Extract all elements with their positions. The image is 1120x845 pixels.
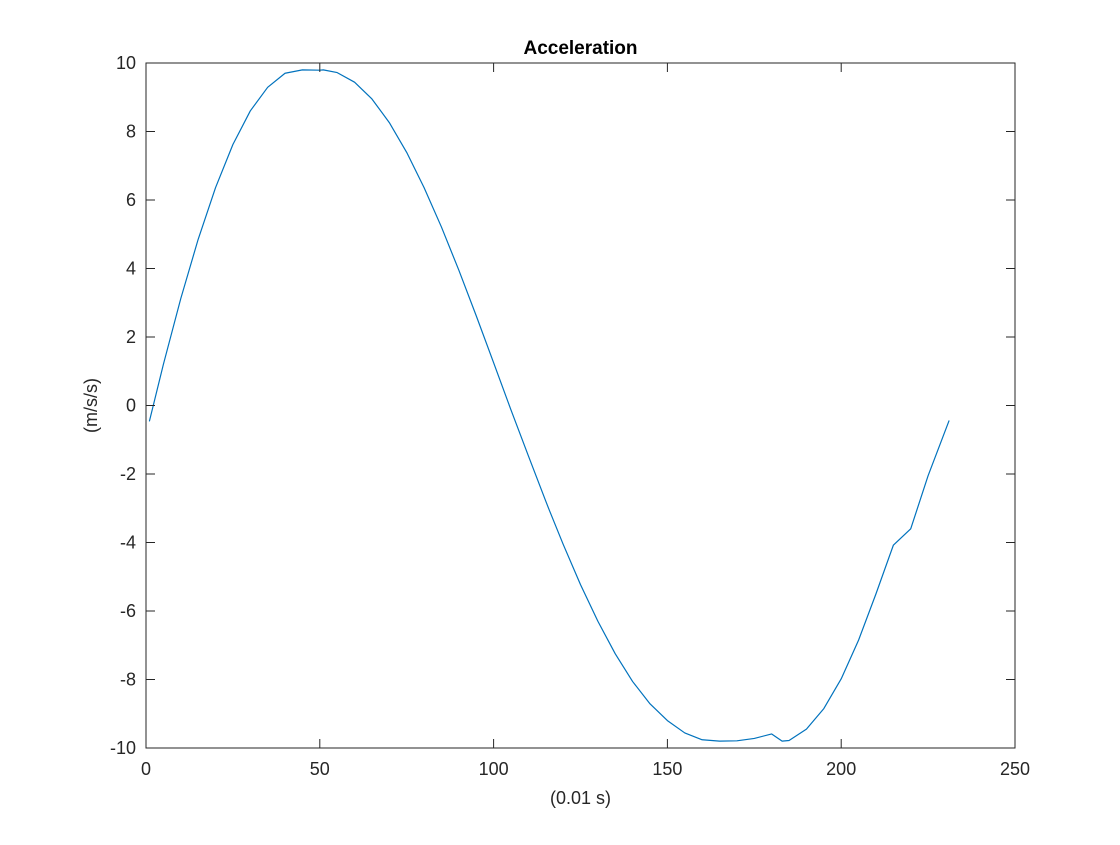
y-tick-label-4: 4	[126, 259, 136, 279]
y-tick-label--4: -4	[120, 533, 136, 553]
x-axis-label: (0.01 s)	[550, 788, 611, 808]
x-tick-label-0: 0	[141, 759, 151, 779]
x-tick-label-50: 50	[310, 759, 330, 779]
y-tick-label-8: 8	[126, 122, 136, 142]
y-tick-label--8: -8	[120, 670, 136, 690]
y-tick-label-10: 10	[116, 53, 136, 73]
series-line-0	[148, 69, 950, 742]
y-axis-label: (m/s/s)	[81, 378, 101, 433]
x-tick-label-250: 250	[1000, 759, 1030, 779]
y-tick-label-2: 2	[126, 327, 136, 347]
chart-title: Acceleration	[523, 38, 637, 59]
x-tick-label-150: 150	[652, 759, 682, 779]
y-tick-label-0: 0	[126, 396, 136, 416]
y-tick-label-6: 6	[126, 190, 136, 210]
plot-area	[146, 63, 1015, 748]
y-tick-label--2: -2	[120, 464, 136, 484]
x-tick-label-200: 200	[826, 759, 856, 779]
y-tick-label--6: -6	[120, 601, 136, 621]
x-tick-label-100: 100	[479, 759, 509, 779]
y-tick-label--10: -10	[110, 738, 136, 758]
